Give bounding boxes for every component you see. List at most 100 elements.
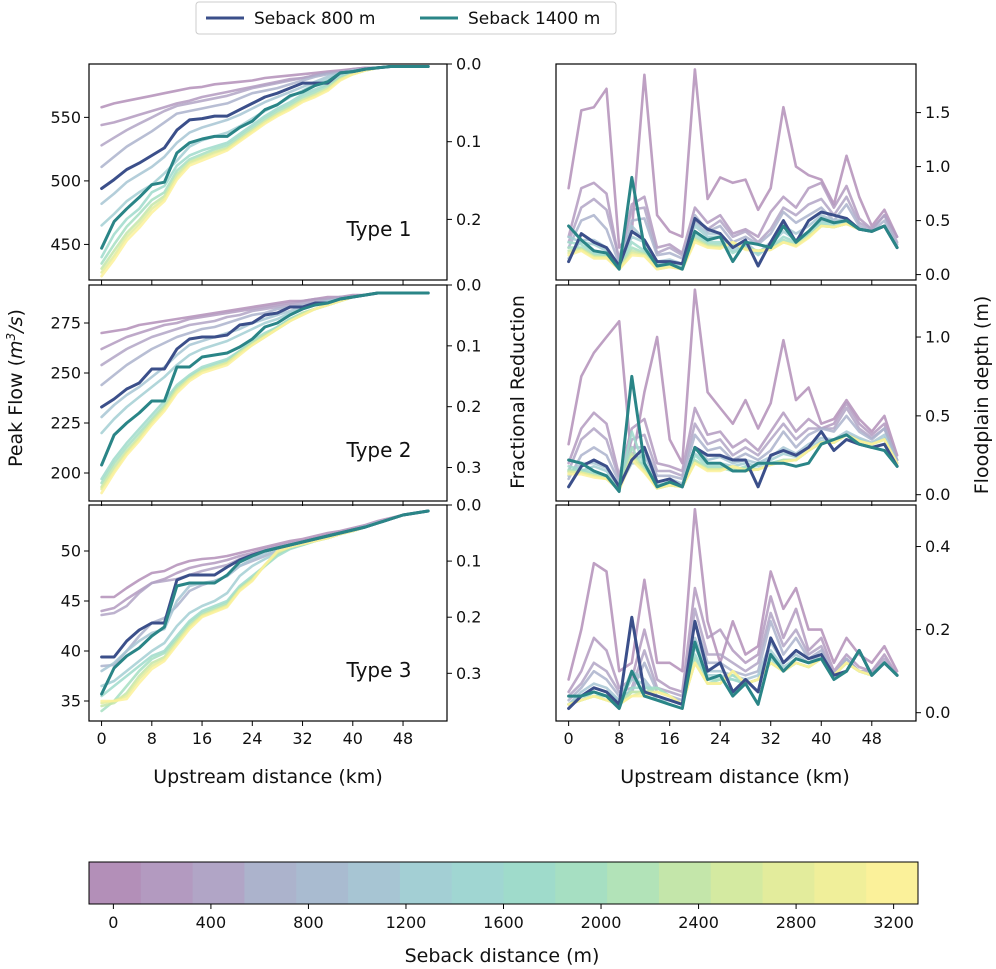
y-tick-label: 275	[50, 314, 81, 333]
plot-frame	[555, 284, 917, 502]
y-tick-label: 40	[61, 642, 81, 661]
colorbar-tick-label: 2000	[581, 913, 622, 932]
colorbar-segment	[451, 862, 504, 904]
series-line-600	[100, 509, 430, 668]
fraction-tick-label: 0.1	[456, 132, 481, 151]
y-tick-label: 450	[50, 235, 81, 254]
y-tick-label: 250	[50, 364, 81, 383]
fraction-tick-label: 0.3	[456, 458, 481, 477]
fraction-tick-label: 0.0	[456, 496, 481, 515]
series-line-0	[567, 288, 899, 465]
series-line-1400	[567, 640, 899, 710]
y-tick-label: 1.0	[925, 157, 950, 176]
panel-type1-peak-flow: 450 500 550 0.0 0.1 0.2 Type 1	[50, 55, 481, 285]
x-tick-label: 8	[614, 729, 624, 748]
panel-type2-floodplain-depth: 0.0 0.5 1.0	[555, 284, 950, 506]
colorbar-segment	[140, 862, 194, 904]
x-tick-label: 48	[393, 729, 413, 748]
panel-type1-floodplain-depth: 0.0 0.5 1.0 1.5	[555, 63, 950, 285]
left-y-axis-label: Peak Flow (m3/s)	[4, 309, 27, 467]
series-line-1400	[567, 175, 899, 271]
series-line-1000	[100, 509, 430, 673]
plot-frame	[88, 504, 448, 722]
legend-label-800: Seback 800 m	[254, 9, 375, 29]
x-tick-label: 40	[343, 729, 363, 748]
colorbar-segment	[555, 862, 608, 904]
floodplain-depth-label: Floodplain depth (m)	[971, 296, 993, 495]
series-group	[100, 291, 430, 495]
plot-frame	[88, 284, 448, 502]
y-tick-label: 1.5	[925, 103, 950, 122]
panel-type3-peak-flow: 0 8 16 24 32 40 48 35 40 45 50 0.0 0.1 0.2 0.3 Type 3	[61, 496, 482, 749]
series-line-200	[100, 291, 430, 351]
colorbar-segment	[89, 862, 142, 904]
colorbar-tick-label: 1200	[386, 913, 427, 932]
colorbar-segment	[658, 862, 712, 904]
panel-type3-floodplain-depth: 0 8 16 24 32 40 48 0.0 0.2 0.4	[555, 504, 950, 748]
colorbar-segment	[607, 862, 660, 904]
series-line-3200	[567, 222, 899, 271]
series-line-1400	[100, 65, 430, 250]
series-group	[567, 288, 899, 493]
colorbar-segment	[348, 862, 401, 904]
fraction-tick-label: 0.2	[456, 210, 481, 229]
series-group	[567, 68, 899, 271]
colorbar-label: Seback distance (m)	[405, 945, 600, 967]
fraction-tick-label: 0.3	[456, 664, 481, 683]
colorbar-segment	[399, 862, 453, 904]
left-x-axis-label: Upstream distance (km)	[153, 766, 382, 788]
colorbar-segment	[710, 862, 764, 904]
colorbar-segment	[762, 862, 815, 904]
y-tick-label: 35	[61, 692, 81, 711]
x-tick-label: 16	[192, 729, 212, 748]
x-tick-label: 24	[710, 729, 730, 748]
x-tick-label: 0	[564, 729, 574, 748]
series-group	[100, 65, 430, 278]
panel-annotation: Type 2	[345, 438, 411, 462]
colorbar-segment	[866, 862, 919, 904]
y-tick-label: 500	[50, 171, 81, 190]
colorbar-tick-label: 800	[293, 913, 324, 932]
x-tick-label: 16	[660, 729, 680, 748]
colorbar-tick-label: 2800	[776, 913, 817, 932]
series-line-1000	[100, 291, 430, 419]
y-tick-label: 0.5	[925, 211, 950, 230]
y-tick-label: 0.4	[925, 537, 950, 556]
legend-frame	[195, 1, 617, 35]
y-tick-label: 50	[61, 542, 81, 561]
fraction-tick-label: 0.0	[456, 276, 481, 295]
x-tick-label: 48	[862, 729, 882, 748]
series-line-3200	[567, 657, 899, 706]
fraction-tick-label: 0.1	[456, 336, 481, 355]
fraction-tick-label: 0.1	[456, 552, 481, 571]
x-tick-label: 40	[811, 729, 831, 748]
colorbar-tick-label: 1600	[483, 913, 524, 932]
y-tick-label: 0.0	[925, 485, 950, 504]
colorbar: 0 400 800 1200 1600 2000 2400 2800 3200	[88, 861, 919, 932]
y-tick-label: 200	[50, 464, 81, 483]
plot-frame	[555, 504, 917, 722]
series-line-1400	[100, 291, 430, 467]
y-tick-label: 550	[50, 108, 81, 127]
colorbar-segment	[296, 862, 349, 904]
x-tick-label: 32	[761, 729, 781, 748]
colorbar-segment	[192, 862, 245, 904]
right-x-axis-label: Upstream distance (km)	[620, 766, 849, 788]
x-tick-label: 32	[292, 729, 312, 748]
colorbar-segment	[244, 862, 297, 904]
series-line-0	[567, 507, 899, 681]
legend-label-1400: Seback 1400 m	[468, 9, 600, 29]
series-group	[100, 509, 430, 713]
series-line-200	[100, 509, 430, 613]
colorbar-tick-label: 0	[108, 913, 118, 932]
plot-frame	[555, 63, 917, 281]
x-tick-label: 0	[96, 729, 106, 748]
series-group	[567, 507, 899, 710]
y-tick-label: 0.2	[925, 620, 950, 639]
series-line-1400	[100, 509, 430, 696]
colorbar-tick-label: 2400	[678, 913, 719, 932]
series-line-800	[567, 210, 899, 268]
y-tick-label: 225	[50, 414, 81, 433]
